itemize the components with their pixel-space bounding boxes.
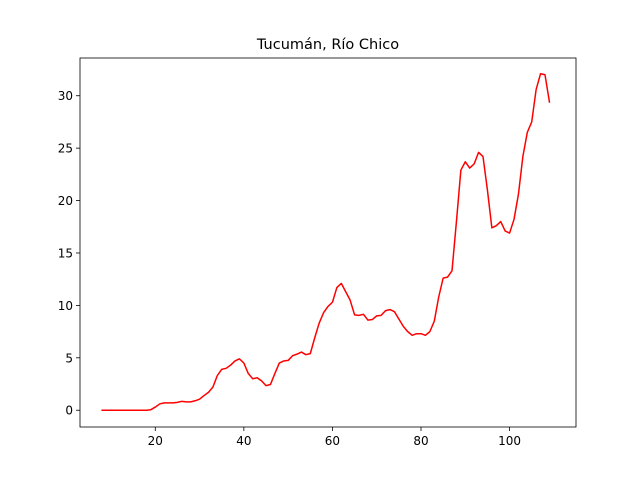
y-tick-label: 5 [65, 351, 73, 365]
y-tick-label: 20 [58, 194, 73, 208]
axes: 20 40 60 80 100 0 5 10 15 20 25 30 [58, 57, 577, 448]
x-tick-label: 100 [498, 434, 521, 448]
y-tick-label: 15 [58, 246, 73, 260]
x-tick-label: 80 [413, 434, 428, 448]
y-tick-label: 30 [58, 89, 73, 103]
plot-area [101, 72, 551, 411]
axes-frame [79, 57, 577, 428]
x-tick-label: 20 [148, 434, 163, 448]
y-tick-label: 10 [58, 299, 73, 313]
x-tick-label: 60 [325, 434, 340, 448]
y-tick-label: 0 [65, 404, 73, 418]
x-tick-label: 40 [236, 434, 251, 448]
y-tick-label: 25 [58, 142, 73, 156]
chart-title: Tucumán, Río Chico [256, 37, 399, 53]
series-line-0 [101, 72, 551, 411]
